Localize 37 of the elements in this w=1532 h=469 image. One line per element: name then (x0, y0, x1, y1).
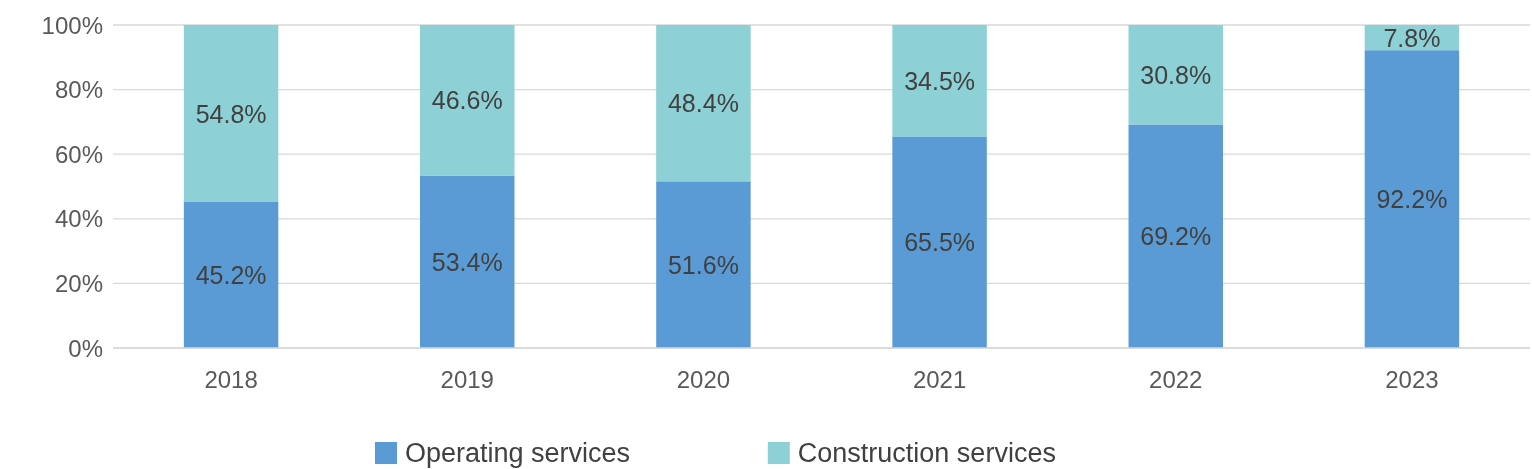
bar (1364, 50, 1460, 348)
bar (420, 25, 515, 176)
bar (1128, 124, 1223, 348)
data-label: 30.8% (1140, 60, 1212, 89)
data-label: 48.4% (667, 89, 739, 118)
data-label: 7.8% (1383, 23, 1441, 52)
y-tick-label: 100% (41, 11, 103, 39)
x-tick-label: 2018 (204, 366, 258, 393)
legend-label: Construction services (797, 438, 1056, 468)
data-label: 53.4% (431, 247, 503, 276)
x-tick-label: 2022 (1149, 366, 1203, 393)
data-label: 34.5% (904, 66, 976, 95)
x-tick-label: 2021 (912, 366, 967, 393)
data-label: 65.5% (904, 228, 976, 257)
y-tick-label: 20% (54, 269, 103, 297)
bar (420, 175, 515, 348)
bar (1128, 25, 1223, 125)
data-label: 46.6% (431, 86, 503, 115)
bar (892, 25, 987, 137)
bar (656, 181, 751, 348)
x-tick-label: 2019 (440, 366, 494, 393)
y-tick-label: 0% (68, 334, 103, 362)
y-tick-label: 60% (54, 140, 103, 168)
x-tick-label: 2020 (676, 366, 731, 393)
y-tick-label: 40% (54, 205, 103, 233)
bar (656, 25, 751, 182)
data-label: 69.2% (1140, 222, 1212, 251)
bar (183, 25, 279, 202)
x-tick-label: 2023 (1385, 366, 1439, 393)
data-label: 45.2% (195, 261, 267, 289)
bar (183, 202, 279, 348)
data-label: 54.8% (195, 99, 267, 128)
legend-label: Operating services (405, 438, 631, 468)
bar (892, 136, 987, 348)
y-tick-label: 80% (54, 76, 103, 104)
data-label: 92.2% (1376, 185, 1448, 214)
data-label: 51.6% (667, 250, 739, 279)
